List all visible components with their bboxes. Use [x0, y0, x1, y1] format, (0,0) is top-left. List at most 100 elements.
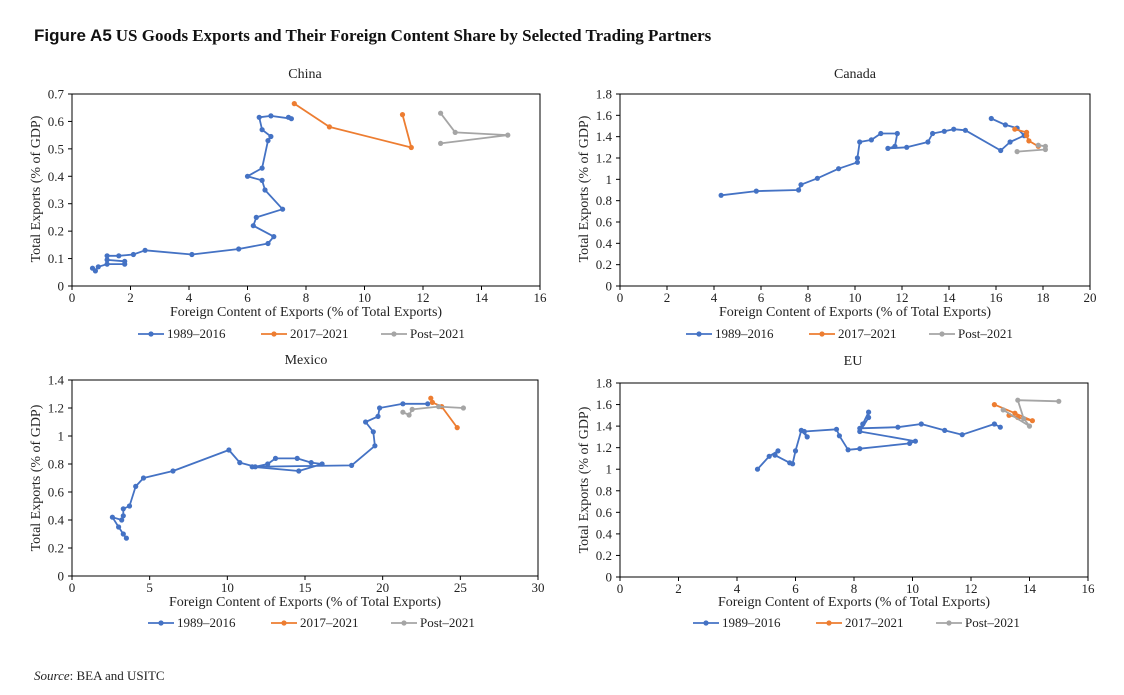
mexico-y-tick-label: 0.4 — [48, 513, 65, 528]
china-series-1989-2016-point — [256, 114, 262, 120]
mexico-series-2017-2021 — [428, 395, 460, 431]
china-series-2017-2021-point — [408, 144, 414, 151]
canada-y-tick-label: 1.4 — [596, 129, 613, 144]
canada-series-1989-2016-point — [878, 130, 884, 137]
eu-series-1989-2016-point — [845, 447, 851, 453]
china-series-1989-2016-point — [259, 127, 265, 133]
eu-y-tick-label: 1.2 — [596, 440, 612, 455]
china-x-axis-label: Foreign Content of Exports (% of Total E… — [170, 305, 442, 320]
china-series-1989-2016-point — [271, 234, 277, 240]
china-series-1989-2016-point — [122, 258, 128, 264]
eu-x-tick-label: 0 — [617, 581, 624, 596]
canada-x-tick-label: 12 — [896, 290, 909, 305]
canada-y-axis-label: Total Exports (% of GDP) — [577, 115, 592, 262]
china-series-2017-2021-line — [293, 102, 413, 149]
mexico-series-1989-2016-point — [226, 447, 232, 453]
eu-plot-frame — [619, 382, 1089, 578]
china-y-tick-label: 0.4 — [48, 169, 65, 184]
china-series-post-2021-point — [505, 132, 511, 138]
canada-series-post-2021-point — [1014, 149, 1020, 155]
canada-y-tick-label: 0.8 — [596, 193, 612, 208]
mexico-y-tick-label: 0.2 — [48, 541, 64, 556]
mexico-series-1989-2016-point — [140, 475, 147, 481]
mexico-series-1989-2016-point — [294, 455, 300, 461]
china-series-1989-2016-point — [268, 133, 274, 140]
china-y-tick-label: 0.2 — [48, 224, 64, 239]
canada-x-tick-label: 18 — [1037, 290, 1050, 305]
mexico-legend-label: Post–2021 — [420, 615, 475, 630]
eu-series-post-2021-point — [1026, 423, 1033, 429]
eu-series-post-2021-point — [1056, 398, 1062, 404]
mexico-series-1989-2016-point — [375, 413, 381, 419]
canada-series-1989-2016-point — [814, 175, 820, 181]
canada-legend-swatch-marker — [696, 331, 702, 337]
china-legend-item-post-2021: Post–2021 — [381, 326, 465, 341]
eu-legend-label: 1989–2016 — [722, 615, 781, 630]
mexico-series-1989-2016-point — [296, 468, 302, 474]
canada-x-tick-label: 10 — [849, 290, 862, 305]
canada-legend-item-1989-2016: 1989–2016 — [686, 326, 774, 341]
eu-legend-swatch-marker — [703, 620, 709, 626]
eu-y-tick-label: 0 — [606, 570, 613, 585]
mexico-series-post-2021-point — [409, 406, 415, 412]
canada-x-tick-label: 8 — [805, 290, 812, 305]
eu-series-2017-2021-point — [1012, 410, 1018, 416]
canada-y-tick-label: 0.6 — [596, 215, 613, 230]
china-chart-title: China — [288, 67, 322, 82]
mexico-series-1989-2016-point — [119, 517, 125, 523]
eu-legend-swatch-marker — [826, 620, 832, 626]
china-y-tick-label: 0 — [58, 279, 65, 294]
canada-y-tick-label: 0.2 — [596, 257, 612, 272]
mexico-legend-swatch-marker — [281, 620, 287, 626]
mexico-series-post-2021-point — [460, 405, 466, 411]
china-y-tick-label: 0.1 — [48, 251, 64, 266]
eu-series-1989-2016-point — [907, 440, 913, 446]
mexico-series-1989-2016-point — [133, 483, 139, 489]
eu-series-1989-2016-point — [766, 453, 772, 459]
source-text: : BEA and USITC — [69, 668, 165, 683]
canada-y-tick-label: 1 — [606, 172, 613, 187]
mexico-series-2017-2021-point — [429, 399, 435, 405]
eu-series-1989-2016-point — [801, 428, 807, 435]
mexico-legend-label: 2017–2021 — [300, 615, 359, 630]
eu-series-1989-2016-point — [912, 438, 918, 444]
eu-x-tick-label: 4 — [734, 581, 741, 596]
china-legend-swatch-marker — [148, 331, 154, 337]
canada-series-1989-2016-point — [718, 192, 724, 198]
eu-x-tick-label: 16 — [1082, 581, 1096, 596]
china-y-tick-label: 0.7 — [48, 87, 65, 102]
eu-series-1989-2016-point — [866, 409, 872, 415]
canada-legend-label: 2017–2021 — [838, 326, 897, 341]
eu-x-axis-label: Foreign Content of Exports (% of Total E… — [718, 595, 990, 610]
eu-series-1989-2016 — [754, 409, 1003, 472]
eu-x-tick-label: 14 — [1023, 581, 1037, 596]
china-x-tick-label: 16 — [534, 290, 548, 305]
china-y-axis-label: Total Exports (% of GDP) — [29, 115, 44, 262]
canada-series-1989-2016-point — [925, 139, 931, 145]
mexico-legend-label: 1989–2016 — [177, 615, 236, 630]
china-y-tick-label: 0.5 — [48, 141, 64, 156]
china-series-1989-2016-point — [250, 223, 256, 229]
eu-series-1989-2016-point — [918, 421, 924, 427]
eu-series-1989-2016-point — [991, 421, 997, 427]
canada-series-1989-2016-point — [930, 130, 936, 137]
eu-y-tick-label: 1.4 — [596, 419, 613, 434]
china-series-1989-2016-line — [91, 115, 293, 272]
china-x-tick-label: 12 — [417, 290, 430, 305]
canada-series-1989-2016-point — [796, 187, 802, 193]
canada-legend-swatch-marker — [819, 331, 825, 337]
eu-x-tick-label: 12 — [965, 581, 978, 596]
eu-y-tick-label: 1 — [606, 462, 613, 477]
china-y-tick-label: 0.6 — [48, 114, 65, 129]
eu-x-tick-label: 2 — [675, 581, 682, 596]
china-series-1989-2016-point — [280, 206, 286, 212]
canada-series-2017-2021 — [1012, 126, 1041, 149]
china-series-post-2021-point — [452, 129, 458, 135]
eu-series-1989-2016-point — [804, 434, 810, 440]
china-series-1989-2016-point — [95, 264, 101, 270]
china-series-post-2021 — [438, 110, 511, 146]
mexico-series-post-2021 — [400, 404, 466, 418]
eu-series-1989-2016-point — [790, 461, 796, 467]
china-x-tick-label: 10 — [358, 290, 371, 305]
mexico-series-2017-2021-point — [428, 395, 434, 401]
